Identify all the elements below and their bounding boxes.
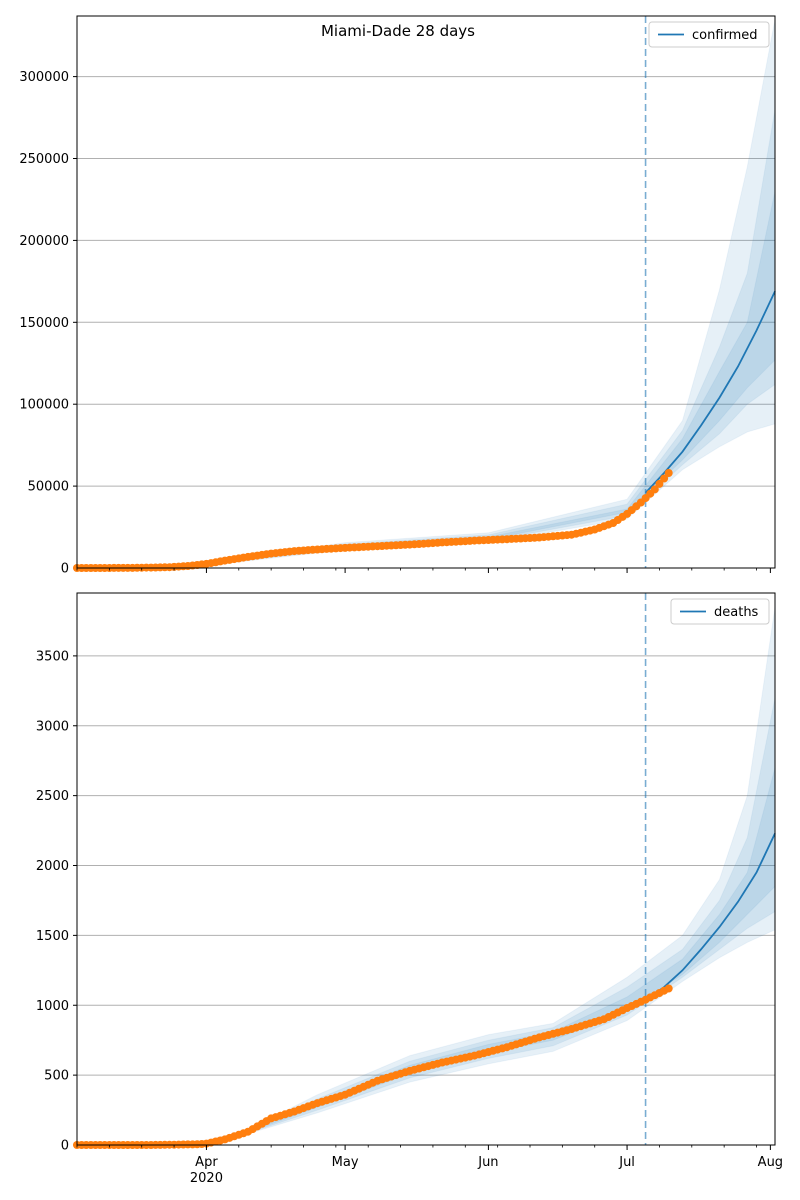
y-tick-label: 1000 (36, 999, 69, 1014)
uncertainty-band (196, 697, 776, 1146)
observed-point (664, 469, 673, 477)
y-tick-label: 150000 (19, 316, 69, 331)
confirmed-panel: 0 50000 100000 150000 200000 250000 300000 conf… (19, 15, 776, 577)
y-tick-label: 100000 (19, 398, 69, 413)
figure-title: Miami-Dade 28 days (321, 22, 475, 40)
x-tick-label: Apr (195, 1155, 218, 1170)
y-tick-label: 300000 (19, 70, 69, 85)
x-tick-label: Jul (618, 1155, 635, 1170)
uncertainty-band (104, 191, 776, 569)
x-tick-label: Jun (477, 1155, 498, 1170)
y-tick-label: 200000 (19, 234, 69, 249)
y-tick-label: 2000 (36, 859, 69, 874)
observed-point (660, 474, 669, 483)
y-tick-label: 3500 (36, 649, 69, 664)
observed-point (650, 485, 659, 494)
axes-frame (76, 15, 776, 569)
deaths-panel: 0 500 1000 1500 2000 2500 3000 3500 deaths (36, 592, 776, 1154)
legend-label: confirmed (692, 28, 758, 43)
y-tick-label: 50000 (28, 480, 69, 495)
legend-box (648, 21, 770, 48)
observed-point (655, 479, 664, 488)
uncertainty-band (196, 606, 776, 1146)
observed-point (664, 984, 673, 993)
legend-box (670, 598, 770, 625)
forecast-median-line (645, 833, 776, 1001)
x-tick-year-label: 2020 (190, 1171, 223, 1186)
y-tick-label: 1500 (36, 929, 69, 944)
y-tick-label: 0 (61, 562, 69, 577)
uncertainty-band (196, 767, 776, 1146)
legend-label: deaths (714, 605, 759, 620)
y-tick-label: 250000 (19, 152, 69, 167)
axes-frame (76, 592, 776, 1146)
y-tick-label: 2500 (36, 789, 69, 804)
x-tick-label: Aug (758, 1155, 783, 1170)
y-tick-label: 500 (44, 1069, 69, 1084)
y-tick-label: 0 (61, 1139, 69, 1154)
x-tick-label: May (332, 1155, 359, 1170)
y-tick-label: 3000 (36, 719, 69, 734)
uncertainty-band (104, 109, 776, 569)
